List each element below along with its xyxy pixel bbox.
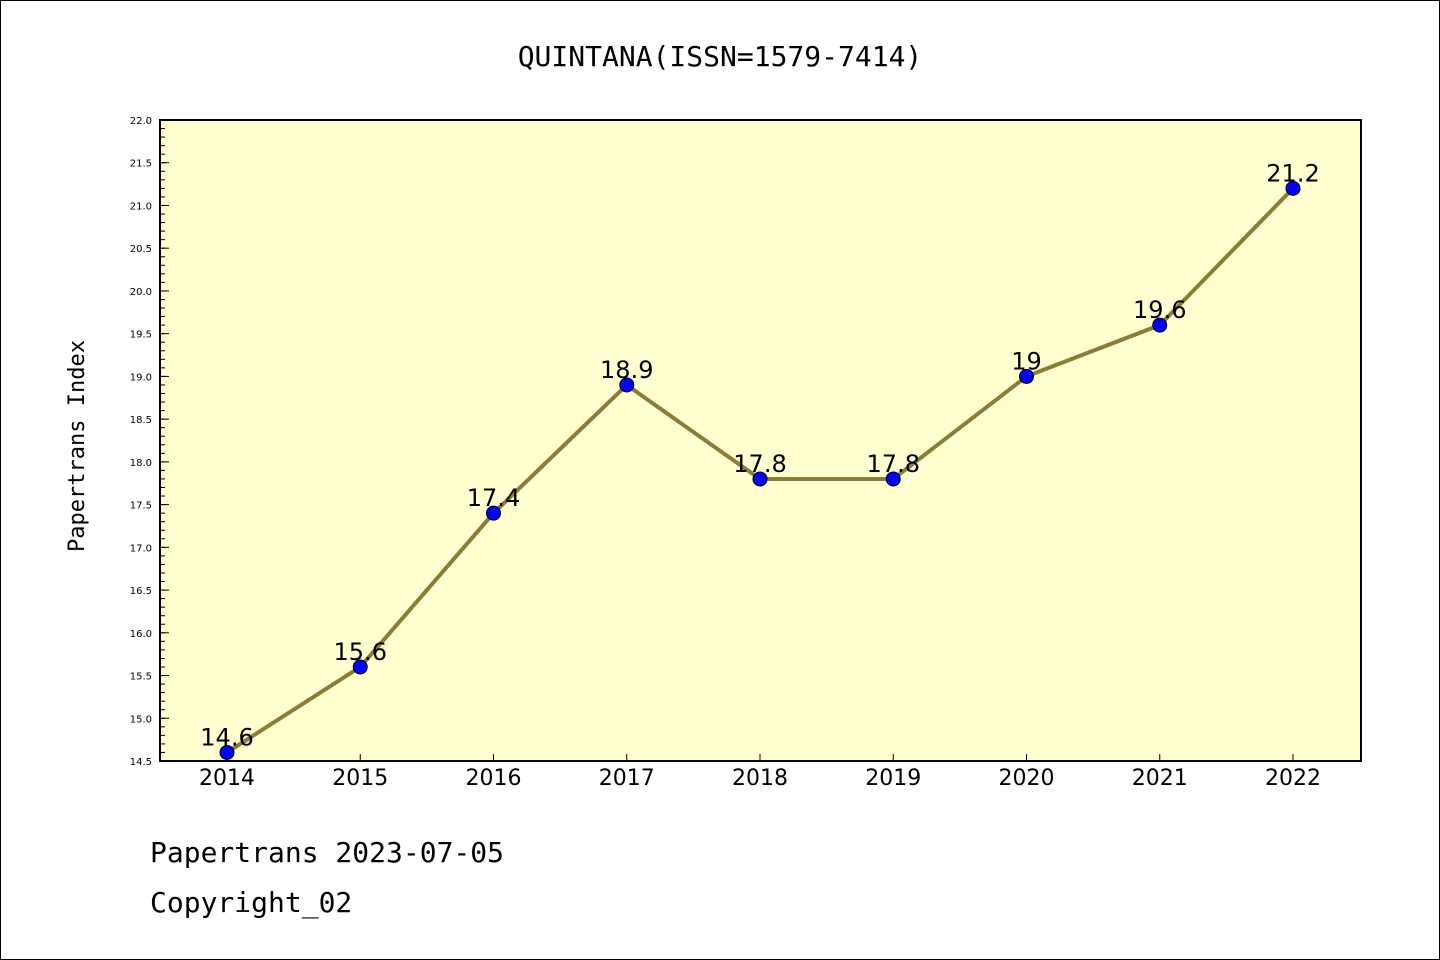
x-tick-label: 2017 <box>599 766 655 791</box>
data-point <box>619 377 635 393</box>
x-tick-label: 2014 <box>199 766 255 791</box>
data-point <box>752 471 768 487</box>
y-tick-label: 19.0 <box>130 372 152 383</box>
x-tick-label: 2020 <box>999 766 1055 791</box>
y-tick-label: 19.5 <box>130 330 152 341</box>
data-point <box>352 659 368 675</box>
y-tick-label: 16.0 <box>130 629 152 640</box>
y-tick-label: 16.5 <box>130 586 152 597</box>
y-tick-label: 22.0 <box>130 116 152 127</box>
data-point <box>885 471 901 487</box>
y-tick-label: 15.5 <box>130 672 152 683</box>
y-tick-label: 18.0 <box>130 458 152 469</box>
y-tick-label: 15.0 <box>130 714 152 725</box>
plot-area <box>159 119 1362 762</box>
footer-copyright: Copyright_02 <box>150 886 353 919</box>
data-label: 17.8 <box>867 450 920 478</box>
data-point <box>486 505 501 521</box>
y-axis-ticks: 14.5 15.0 15.5 16.0 16.5 17.0 17.5 18.0 18.5 19.0… <box>130 116 169 768</box>
footer-date: Papertrans 2023-07-05 <box>150 836 505 869</box>
data-point <box>219 744 235 760</box>
data-label: 17.4 <box>467 484 520 512</box>
data-label: 21.2 <box>1266 159 1319 187</box>
data-label: 17.8 <box>733 450 786 478</box>
data-label: 19.6 <box>1133 296 1186 324</box>
x-tick-label: 2022 <box>1265 766 1321 791</box>
data-label: 15.6 <box>334 638 387 666</box>
x-tick-label: 2018 <box>732 766 788 791</box>
y-tick-label: 21.0 <box>130 201 152 212</box>
y-tick-label: 17.5 <box>130 501 152 512</box>
data-label: 18.9 <box>600 356 653 384</box>
data-label: 14.6 <box>200 723 253 751</box>
y-tick-label: 14.5 <box>130 757 152 768</box>
x-tick-label: 2016 <box>466 766 522 791</box>
chart-title: QUINTANA(ISSN=1579-7414) <box>518 40 923 73</box>
y-tick-label: 20.5 <box>130 244 152 255</box>
y-tick-label: 17.0 <box>130 543 152 554</box>
data-point <box>1152 317 1168 333</box>
y-tick-label: 21.5 <box>130 159 152 170</box>
x-tick-label: 2015 <box>332 766 388 791</box>
x-tick-label: 2021 <box>1132 766 1188 791</box>
x-axis-ticks: 2014 2015 2016 2017 2018 2019 2020 2021 2022 <box>199 754 1321 791</box>
data-point <box>1019 368 1034 384</box>
y-tick-label: 18.5 <box>130 415 152 426</box>
y-axis-label: Papertrans Index <box>65 340 90 552</box>
data-label: 19 <box>1011 347 1042 375</box>
series-group: 14.6 15.6 17.4 18.9 17.8 17.8 19 19.6 21.2 <box>200 159 1320 760</box>
x-tick-label: 2019 <box>865 766 921 791</box>
data-point <box>1285 180 1301 196</box>
y-tick-label: 20.0 <box>130 287 152 298</box>
